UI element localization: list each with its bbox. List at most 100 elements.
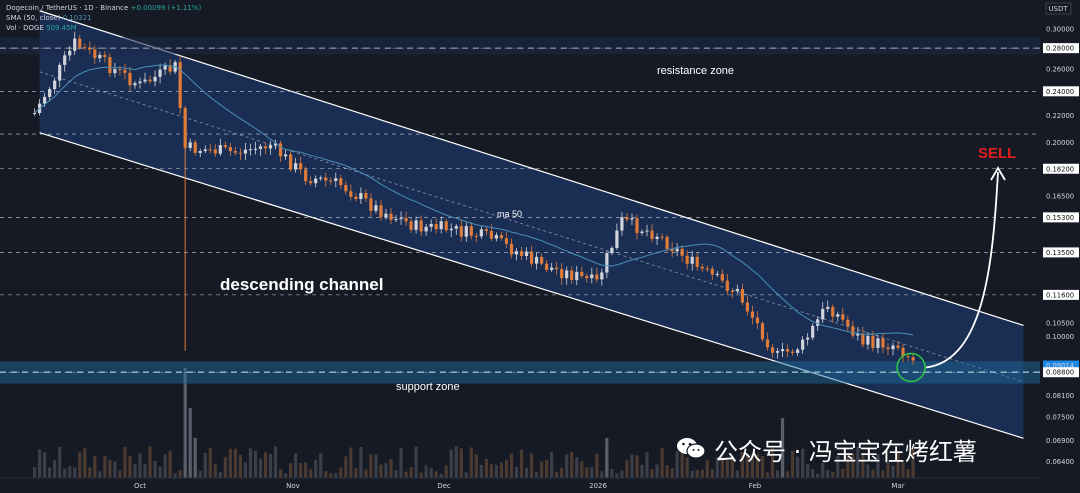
time-axis[interactable]: Oct Nov Dec 2026 Feb Mar — [0, 477, 1040, 490]
channel-lower-line — [39, 132, 1024, 439]
candles — [32, 31, 915, 365]
volume-bar — [590, 467, 594, 478]
volume-bar — [504, 459, 509, 478]
volume-bar — [886, 462, 890, 478]
volume-bar — [911, 447, 915, 478]
candle-body — [775, 351, 780, 353]
volume-bar — [811, 468, 815, 478]
symbol-title: Dogecoin / TetherUS · 1D · Binance — [6, 4, 129, 12]
candle-body — [243, 149, 248, 154]
candle-body — [43, 96, 47, 104]
volume-bar — [369, 454, 373, 478]
candle-body — [700, 266, 704, 269]
volume-bar — [529, 453, 534, 478]
volume-bar — [309, 469, 313, 478]
price-tick: 0.26000 — [1046, 65, 1074, 73]
volume-bar — [560, 467, 564, 478]
candle-body — [831, 306, 835, 317]
candle-body — [489, 230, 494, 239]
volume-bar — [88, 467, 92, 478]
volume-bar — [243, 462, 248, 478]
level-badge — [1043, 212, 1079, 223]
volume-bar — [635, 455, 639, 478]
volume-bar — [73, 467, 77, 478]
volume-bar — [63, 468, 67, 478]
volume-bar — [198, 470, 202, 478]
volume-bar — [595, 453, 599, 478]
price-tick: 0.11600 — [1046, 291, 1074, 299]
candle-body — [78, 38, 82, 48]
volume-bar — [705, 460, 709, 478]
candle-body — [223, 145, 227, 148]
volume-bar — [765, 472, 770, 478]
volume-bar — [680, 452, 684, 478]
candle-body — [645, 230, 649, 232]
volume-bar — [248, 448, 253, 478]
support-label: support zone — [396, 381, 460, 393]
candle-body — [760, 323, 765, 340]
volume-bar — [474, 454, 478, 478]
volume-bar — [665, 465, 669, 478]
candle-body — [208, 149, 212, 151]
volume-bar — [690, 470, 694, 478]
candle-body — [906, 356, 910, 358]
volume-bar — [223, 457, 227, 478]
price-axis[interactable]: USDT 0.30000 0.28000 0.26000 0.24000 0.22000 0… — [1040, 0, 1080, 493]
volume-bar — [419, 472, 423, 478]
volume-bar — [278, 469, 283, 478]
candle-body — [263, 146, 268, 149]
candle-body — [354, 196, 358, 200]
candle-body — [881, 338, 885, 348]
volume-bar — [469, 447, 473, 478]
volume-bar — [173, 473, 177, 478]
volume-spike — [780, 418, 785, 478]
price-tick: 0.28000 — [1046, 45, 1074, 53]
candle-body — [610, 247, 614, 254]
candle-body — [770, 347, 775, 353]
candle-body — [524, 251, 529, 257]
candle-body — [394, 219, 398, 221]
volume-bar — [32, 467, 37, 478]
candle-body — [178, 62, 182, 108]
candle-body — [153, 76, 157, 82]
volume-bar — [449, 449, 453, 478]
candle-body — [258, 146, 263, 149]
candle-body — [253, 148, 258, 150]
volume-bar — [846, 452, 850, 478]
volume-bar — [555, 471, 559, 478]
candle-body — [88, 47, 92, 50]
price-tick: 0.07500 — [1046, 413, 1074, 421]
arrow-head — [990, 166, 1006, 181]
volume-bar — [760, 456, 765, 478]
volume-bar — [645, 452, 649, 478]
candle-body — [705, 268, 709, 270]
price-tick: 0.08800 — [1046, 369, 1074, 377]
currency-label: USDT — [1048, 5, 1068, 13]
candle-body — [63, 55, 67, 65]
volume-bar — [128, 456, 132, 478]
volume-bar — [218, 472, 222, 478]
volume-spike — [183, 368, 187, 478]
candle-body — [791, 351, 795, 353]
volume-bar — [113, 461, 117, 478]
volume-bar — [103, 455, 107, 478]
candle-body — [48, 89, 52, 97]
candle-body — [218, 145, 222, 154]
volume-bar — [735, 470, 739, 478]
volume-bar — [826, 469, 830, 478]
ma-label: ma 50 — [497, 209, 522, 219]
volume-bar — [670, 468, 674, 478]
candle-body — [796, 349, 800, 353]
volume-bar — [856, 446, 860, 478]
volume-bar — [615, 473, 619, 478]
volume-bar — [750, 453, 755, 478]
candle-body — [901, 347, 905, 357]
candle-body — [138, 81, 142, 84]
level-badge — [1043, 43, 1079, 54]
candle-body — [585, 276, 589, 279]
volume-bar — [98, 471, 102, 478]
candle-body — [625, 217, 629, 220]
volume-bar — [43, 452, 47, 478]
sma-legend: SMA (50, close) 0.10321 — [6, 14, 92, 22]
